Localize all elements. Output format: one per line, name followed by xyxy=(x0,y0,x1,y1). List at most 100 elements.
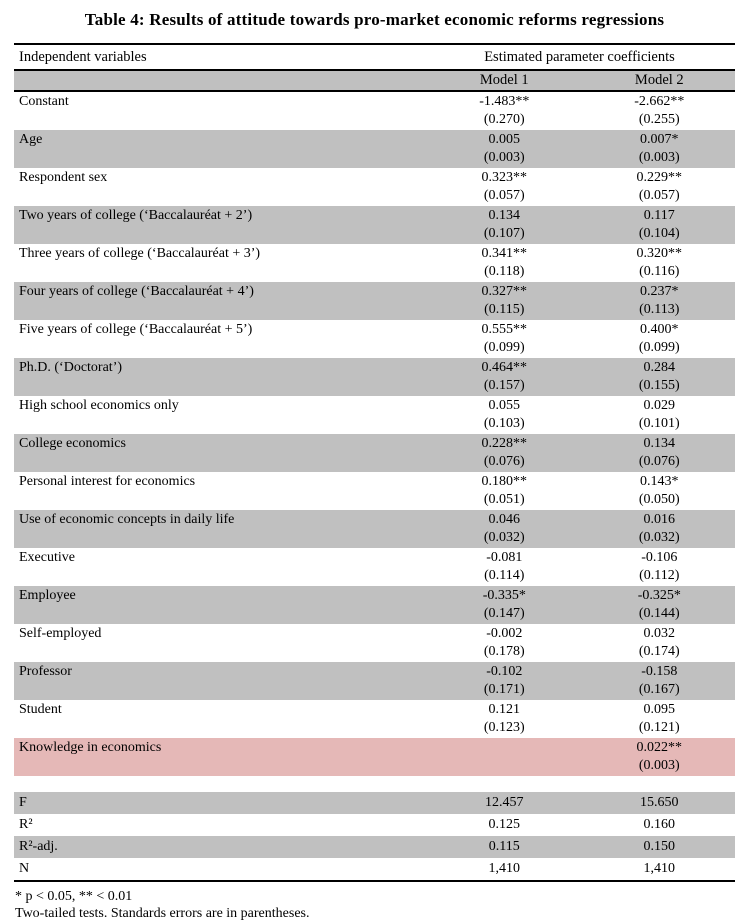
model2-stderr: (0.099) xyxy=(638,340,680,355)
model1-coefficient: 0.134 xyxy=(488,208,521,223)
model2-stderr: (0.050) xyxy=(638,492,680,507)
table-header-row: Independent variables Estimated paramete… xyxy=(14,44,735,70)
table-body: Constant -1.483** (0.270) -2.662** (0.255) Ag… xyxy=(14,91,735,776)
table-row: College economics 0.228** (0.076) 0.134 (0.0… xyxy=(14,434,735,472)
spacer-row xyxy=(14,776,735,792)
model1-summary-value: 12.457 xyxy=(485,795,524,810)
model1-coefficient: 0.327** xyxy=(481,284,528,299)
table-row: Knowledge in economics 0.022** (0.003) xyxy=(14,738,735,776)
model2-stderr: (0.104) xyxy=(638,226,680,241)
table-footnotes: * p < 0.05, ** < 0.01 Two-tailed tests. … xyxy=(15,888,749,922)
model2-cell: 0.320** (0.116) xyxy=(584,244,735,282)
row-label: Personal interest for economics xyxy=(19,474,196,489)
table-row: High school economics only 0.055 (0.103) 0.… xyxy=(14,396,735,434)
summary-row: R² 0.125 0.160 xyxy=(14,814,735,836)
row-label: Two years of college (‘Baccalauréat + 2’… xyxy=(19,208,253,223)
model2-coefficient: 0.400* xyxy=(640,322,679,337)
spacer-cell xyxy=(14,776,735,792)
model2-cell: 0.229** (0.057) xyxy=(584,168,735,206)
model1-cell: -0.081 (0.114) xyxy=(425,548,584,586)
model2-cell: 0.134 (0.076) xyxy=(584,434,735,472)
model1-coefficient: 0.005 xyxy=(488,132,521,147)
model2-stderr: (0.057) xyxy=(638,188,680,203)
model1-summary-value: 1,410 xyxy=(488,861,521,876)
model2-coefficient: 0.320** xyxy=(636,246,683,261)
row-label: College economics xyxy=(19,436,126,451)
model1-cell: 0.464** (0.157) xyxy=(425,358,584,396)
model2-summary-value: 0.160 xyxy=(643,817,676,832)
model1-cell xyxy=(425,738,584,776)
col-header-estimated-coefficients: Estimated parameter coefficients xyxy=(484,48,675,65)
model1-cell: 0.323** (0.057) xyxy=(425,168,584,206)
model2-coefficient: 0.284 xyxy=(643,360,676,375)
model1-cell: 0.121 (0.123) xyxy=(425,700,584,738)
model2-stderr: (0.076) xyxy=(638,454,680,469)
model2-stderr: (0.116) xyxy=(639,264,680,279)
model2-coefficient: 0.143* xyxy=(640,474,679,489)
table-row: Ph.D. (‘Doctorat’) 0.464** (0.157) 0.284 (0.… xyxy=(14,358,735,396)
row-label: Professor xyxy=(19,664,72,679)
model1-stderr: (0.057) xyxy=(483,188,525,203)
model1-coefficient: -0.081 xyxy=(486,550,523,565)
model2-coefficient: 0.022** xyxy=(636,740,683,755)
model2-coefficient: -0.106 xyxy=(641,550,678,565)
model2-coefficient: -2.662** xyxy=(634,94,685,109)
model2-coefficient: -0.325* xyxy=(637,588,681,603)
model2-cell: 0.117 (0.104) xyxy=(584,206,735,244)
model2-coefficient: 0.237* xyxy=(640,284,679,299)
model2-header: Model 2 xyxy=(634,72,684,88)
model1-stderr: (0.118) xyxy=(484,264,525,279)
page-title: Table 4: Results of attitude towards pro… xyxy=(84,10,665,29)
summary-row: F 12.457 15.650 xyxy=(14,792,735,814)
model-header-row: Model 1 Model 2 xyxy=(14,70,735,91)
model2-cell: -0.325* (0.144) xyxy=(584,586,735,624)
model2-coefficient: 0.032 xyxy=(643,626,676,641)
table-row: Employee -0.335* (0.147) -0.325* (0.144) xyxy=(14,586,735,624)
model2-stderr: (0.167) xyxy=(638,682,680,697)
model2-coefficient: 0.229** xyxy=(636,170,683,185)
model2-coefficient: 0.016 xyxy=(643,512,676,527)
table-row: Age 0.005 (0.003) 0.007* (0.003) xyxy=(14,130,735,168)
model1-stderr: (0.103) xyxy=(483,416,525,431)
model1-coefficient: 0.464** xyxy=(481,360,528,375)
col-header-independent-variables: Independent variables xyxy=(19,48,147,65)
model1-coefficient: 0.341** xyxy=(481,246,528,261)
footnote-tests: Two-tailed tests. Standards errors are i… xyxy=(15,906,310,921)
model1-stderr: (0.003) xyxy=(483,150,525,165)
model1-cell: -1.483** (0.270) xyxy=(425,91,584,130)
model2-stderr: (0.255) xyxy=(638,112,680,127)
model1-cell: 0.005 (0.003) xyxy=(425,130,584,168)
summary-label: F xyxy=(19,795,27,810)
model1-stderr: (0.076) xyxy=(483,454,525,469)
model1-stderr: (0.270) xyxy=(483,112,525,127)
summary-row: N 1,410 1,410 xyxy=(14,858,735,881)
model1-stderr: (0.157) xyxy=(483,378,525,393)
model2-cell: 0.022** (0.003) xyxy=(584,738,735,776)
row-label: High school economics only xyxy=(19,398,179,413)
model-header-spacer xyxy=(14,70,425,91)
model1-cell: 0.046 (0.032) xyxy=(425,510,584,548)
model1-cell: 0.180** (0.051) xyxy=(425,472,584,510)
model1-stderr: (0.115) xyxy=(484,302,525,317)
model2-summary-value: 0.150 xyxy=(643,839,676,854)
footnote-significance: * p < 0.05, ** < 0.01 xyxy=(15,889,133,904)
model1-stderr: (0.051) xyxy=(483,492,525,507)
model2-cell: 0.016 (0.032) xyxy=(584,510,735,548)
model1-coefficient: 0.180** xyxy=(481,474,528,489)
model1-header: Model 1 xyxy=(479,72,529,88)
model2-cell: 0.400* (0.099) xyxy=(584,320,735,358)
model1-cell: -0.002 (0.178) xyxy=(425,624,584,662)
row-label: Constant xyxy=(19,94,69,109)
table-row: Use of economic concepts in daily life 0.… xyxy=(14,510,735,548)
table-row: Respondent sex 0.323** (0.057) 0.229** (0.05… xyxy=(14,168,735,206)
model2-cell: -0.106 (0.112) xyxy=(584,548,735,586)
model2-cell: 0.029 (0.101) xyxy=(584,396,735,434)
row-label: Three years of college (‘Baccalauréat + … xyxy=(19,246,261,261)
model1-cell: 0.555** (0.099) xyxy=(425,320,584,358)
model1-coefficient: 0.055 xyxy=(488,398,521,413)
model1-stderr: (0.114) xyxy=(484,568,525,583)
row-label: Respondent sex xyxy=(19,170,108,185)
summary-body: F 12.457 15.650 R² 0.125 0.160 R²-adj. 0.115 0.1… xyxy=(14,792,735,881)
model1-stderr: (0.032) xyxy=(483,530,525,545)
row-label: Knowledge in economics xyxy=(19,740,162,755)
